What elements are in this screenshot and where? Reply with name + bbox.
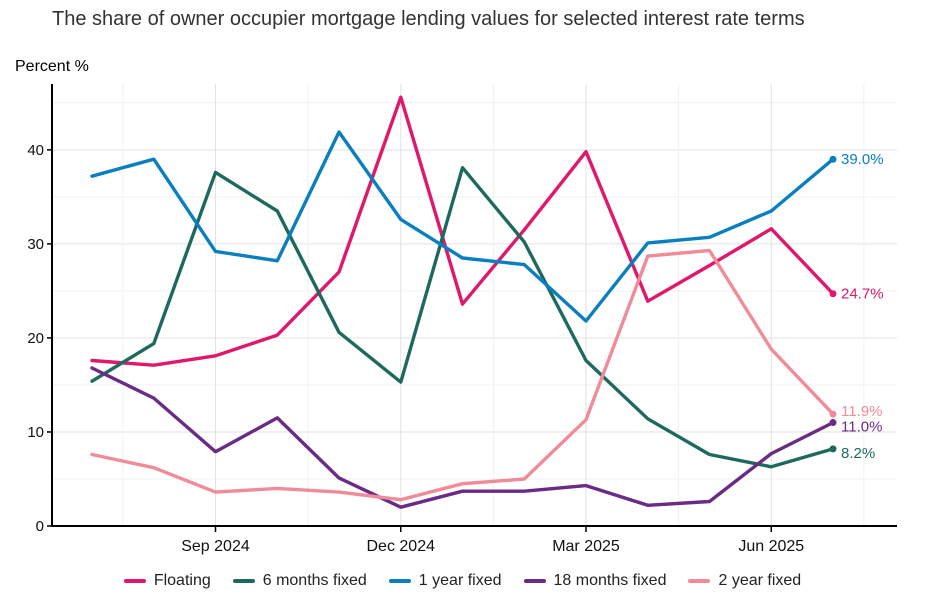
- x-tick-label: Jun 2025: [738, 538, 804, 555]
- chart-legend: Floating 6 months fixed 1 year fixed 18 mon…: [0, 568, 925, 594]
- x-tick-label: Sep 2024: [181, 538, 250, 555]
- series-endpoint-2-year-fixed: [829, 410, 837, 418]
- legend-label: 2 year fixed: [718, 572, 802, 589]
- line-chart: 0 10 20 30 40 Sep 2024 Dec 2024 Mar 2025 Jun 202…: [27, 84, 897, 555]
- chart-title: The share of owner occupier mortgage len…: [52, 8, 805, 30]
- legend-label: Floating: [153, 572, 211, 589]
- y-tick-label: 10: [27, 424, 44, 441]
- series-line-1-year-fixed: [90, 130, 835, 323]
- legend-label: 18 months fixed: [553, 572, 667, 589]
- series-end-label-floating: 24.7%: [841, 286, 884, 303]
- legend-item: 2 year fixed: [688, 572, 801, 590]
- series-endpoint-6-months-fixed: [829, 445, 837, 453]
- legend-swatch: [232, 579, 255, 583]
- y-tick-label: 20: [27, 330, 44, 347]
- series-end-label-2-year-fixed: 11.9%: [841, 403, 882, 420]
- legend-swatch: [688, 579, 711, 583]
- legend-swatch: [523, 579, 546, 583]
- series-endpoint-1-year-fixed: [829, 155, 837, 163]
- legend-swatch: [123, 579, 146, 583]
- x-tick-label: Mar 2025: [552, 538, 620, 555]
- legend-item: Floating: [123, 572, 211, 590]
- series-line-floating: [90, 95, 835, 367]
- series-end-label-18-months-fixed: 11.0%: [841, 419, 882, 436]
- series-line-6-months-fixed: [90, 165, 835, 469]
- y-axis-label: Percent %: [15, 58, 89, 75]
- legend-item: 6 months fixed: [232, 572, 367, 590]
- y-tick-label: 40: [27, 142, 44, 159]
- legend-swatch: [388, 579, 411, 583]
- y-tick-label: 0: [36, 518, 44, 535]
- series-endpoint-floating: [829, 290, 837, 298]
- legend-label: 6 months fixed: [262, 572, 367, 589]
- x-tick-label: Dec 2024: [367, 538, 436, 555]
- series-line-2-year-fixed: [90, 248, 835, 502]
- series-end-label-1-year-fixed: 39.0%: [841, 151, 884, 168]
- legend-item: 1 year fixed: [388, 572, 502, 590]
- series-line-18-months-fixed: [90, 366, 835, 509]
- y-tick-label: 30: [27, 236, 44, 253]
- legend-item: 18 months fixed: [523, 572, 667, 590]
- legend-label: 1 year fixed: [418, 572, 502, 589]
- series-end-label-6-months-fixed: 8.2%: [841, 445, 875, 462]
- series-endpoint-18-months-fixed: [829, 419, 837, 427]
